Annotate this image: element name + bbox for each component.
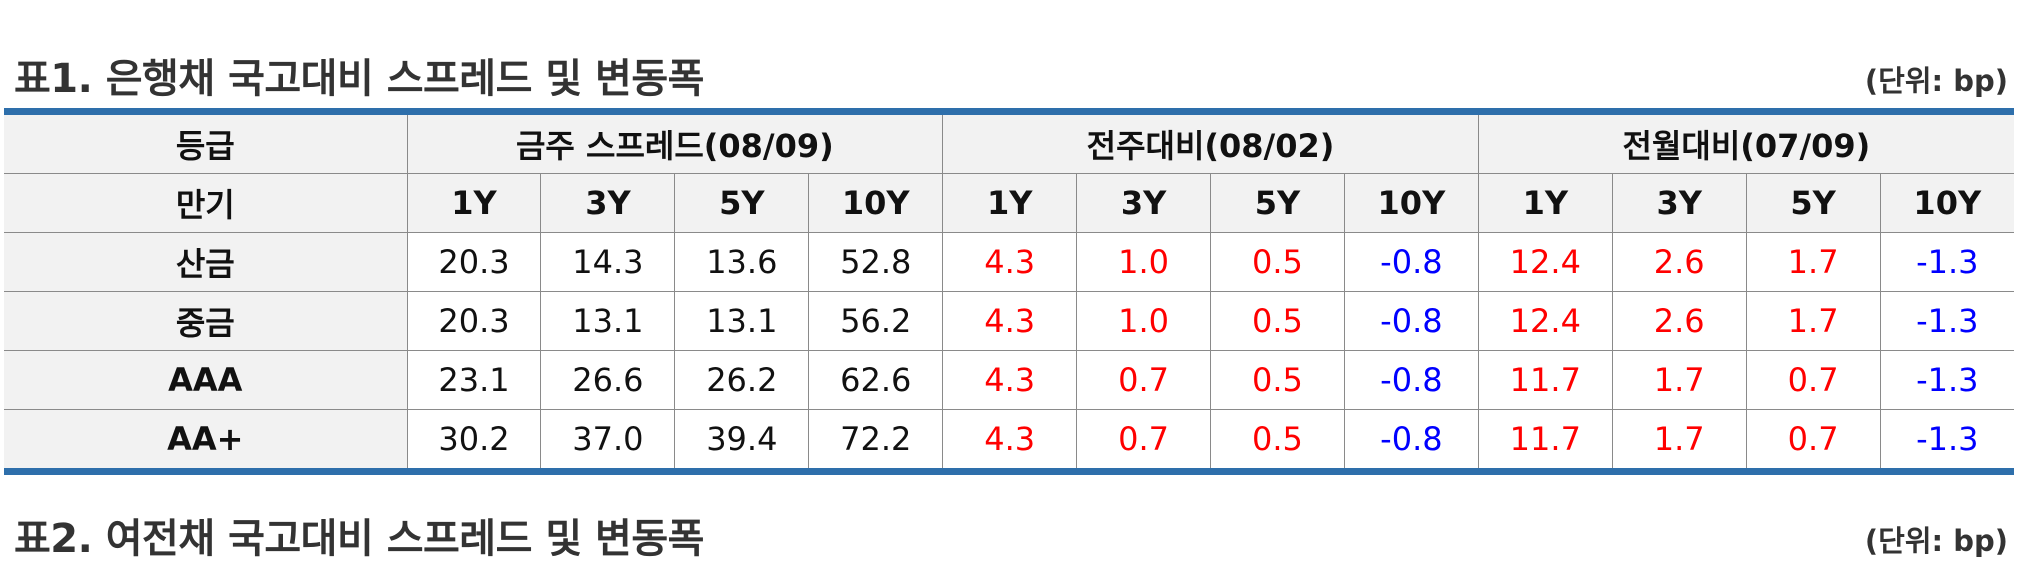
table-row: AA+ 30.2 37.0 39.4 72.2 4.3 0.7 0.5 -0.8… [4, 409, 2014, 468]
spread-cell: 14.3 [540, 232, 676, 292]
spread-cell: 72.2 [808, 409, 944, 468]
maturity-col-header: 1Y [406, 173, 542, 233]
spread-cell: 39.4 [674, 409, 810, 468]
wow-change-cell: 4.3 [942, 350, 1078, 410]
maturity-col-header: 3Y [1076, 173, 1212, 233]
spread-cell: 23.1 [406, 350, 542, 410]
grade-cell: AAA [4, 350, 408, 410]
mom-change-cell: 11.7 [1477, 350, 1613, 410]
wow-change-cell: -0.8 [1343, 350, 1479, 410]
header-row-maturities: 만기 1Y 3Y 5Y 10Y 1Y 3Y 5Y 10Y 1Y 3Y 5Y 10… [4, 173, 2014, 233]
spread-cell: 56.2 [808, 291, 944, 351]
spread-cell: 26.6 [540, 350, 676, 410]
spread-cell: 37.0 [540, 409, 676, 468]
maturity-col-header: 10Y [1343, 173, 1479, 233]
mom-change-cell: -1.3 [1879, 409, 2014, 468]
maturity-col-header: 1Y [942, 173, 1078, 233]
table1-title: 표1. 은행채 국고대비 스프레드 및 변동폭 [14, 56, 704, 102]
table1-unit: (단위: bp) [1864, 64, 2008, 98]
spread-table: 등급 금주 스프레드(08/09) 전주대비(08/02) 전월대비(07/09… [4, 115, 2014, 468]
maturity-header: 만기 [4, 173, 408, 233]
wow-change-cell: 0.7 [1076, 350, 1212, 410]
wow-change-cell: 1.0 [1076, 291, 1212, 351]
mom-change-cell: 2.6 [1611, 232, 1747, 292]
spread-cell: 26.2 [674, 350, 810, 410]
maturity-col-header: 1Y [1477, 173, 1613, 233]
wow-change-cell: 1.0 [1076, 232, 1212, 292]
mom-change-cell: 11.7 [1477, 409, 1613, 468]
table-row: 산금 20.3 14.3 13.6 52.8 4.3 1.0 0.5 -0.8 … [4, 232, 2014, 292]
maturity-col-header: 10Y [808, 173, 944, 233]
spread-cell: 13.1 [674, 291, 810, 351]
wow-change-cell: 0.7 [1076, 409, 1212, 468]
table-row: AAA 23.1 26.6 26.2 62.6 4.3 0.7 0.5 -0.8… [4, 350, 2014, 410]
mom-change-cell: 0.7 [1745, 409, 1881, 468]
wow-change-cell: -0.8 [1343, 232, 1479, 292]
wow-change-cell: 4.3 [942, 232, 1078, 292]
spread-cell: 13.1 [540, 291, 676, 351]
spread-cell: 20.3 [406, 291, 542, 351]
maturity-col-header: 3Y [540, 173, 676, 233]
mom-change-cell: 1.7 [1611, 409, 1747, 468]
spread-cell: 30.2 [406, 409, 542, 468]
wow-change-cell: 4.3 [942, 291, 1078, 351]
spread-cell: 62.6 [808, 350, 944, 410]
mom-change-cell: 1.7 [1745, 291, 1881, 351]
mom-change-cell: 0.7 [1745, 350, 1881, 410]
mom-change-cell: 1.7 [1745, 232, 1881, 292]
mom-change-cell: -1.3 [1879, 350, 2014, 410]
group-header-mom: 전월대비(07/09) [1477, 115, 2014, 174]
mom-change-cell: 2.6 [1611, 291, 1747, 351]
spread-cell: 20.3 [406, 232, 542, 292]
wow-change-cell: 0.5 [1210, 350, 1345, 410]
wow-change-cell: 0.5 [1210, 291, 1345, 351]
mom-change-cell: 12.4 [1477, 291, 1613, 351]
spread-cell: 13.6 [674, 232, 810, 292]
maturity-col-header: 3Y [1611, 173, 1747, 233]
grade-cell: 중금 [4, 291, 408, 351]
maturity-col-header: 10Y [1879, 173, 2014, 233]
table2-title: 표2. 여전채 국고대비 스프레드 및 변동폭 [14, 516, 704, 562]
grade-header: 등급 [4, 115, 408, 174]
wow-change-cell: -0.8 [1343, 291, 1479, 351]
grade-cell: AA+ [4, 409, 408, 468]
mom-change-cell: -1.3 [1879, 291, 2014, 351]
table1-title-row: 표1. 은행채 국고대비 스프레드 및 변동폭 (단위: bp) [0, 48, 2018, 108]
spread-cell: 52.8 [808, 232, 944, 292]
wow-change-cell: 4.3 [942, 409, 1078, 468]
wow-change-cell: -0.8 [1343, 409, 1479, 468]
mom-change-cell: 1.7 [1611, 350, 1747, 410]
maturity-col-header: 5Y [1210, 173, 1345, 233]
maturity-col-header: 5Y [674, 173, 810, 233]
header-row-groups: 등급 금주 스프레드(08/09) 전주대비(08/02) 전월대비(07/09… [4, 115, 2014, 174]
group-header-wow: 전주대비(08/02) [942, 115, 1479, 174]
table1-container: 등급 금주 스프레드(08/09) 전주대비(08/02) 전월대비(07/09… [4, 108, 2014, 475]
mom-change-cell: -1.3 [1879, 232, 2014, 292]
table-row: 중금 20.3 13.1 13.1 56.2 4.3 1.0 0.5 -0.8 … [4, 291, 2014, 351]
grade-cell: 산금 [4, 232, 408, 292]
group-header-spread: 금주 스프레드(08/09) [406, 115, 944, 174]
table2-unit: (단위: bp) [1864, 524, 2008, 558]
mom-change-cell: 12.4 [1477, 232, 1613, 292]
wow-change-cell: 0.5 [1210, 232, 1345, 292]
wow-change-cell: 0.5 [1210, 409, 1345, 468]
maturity-col-header: 5Y [1745, 173, 1881, 233]
table2-title-row: 표2. 여전채 국고대비 스프레드 및 변동폭 (단위: bp) [0, 508, 2018, 568]
